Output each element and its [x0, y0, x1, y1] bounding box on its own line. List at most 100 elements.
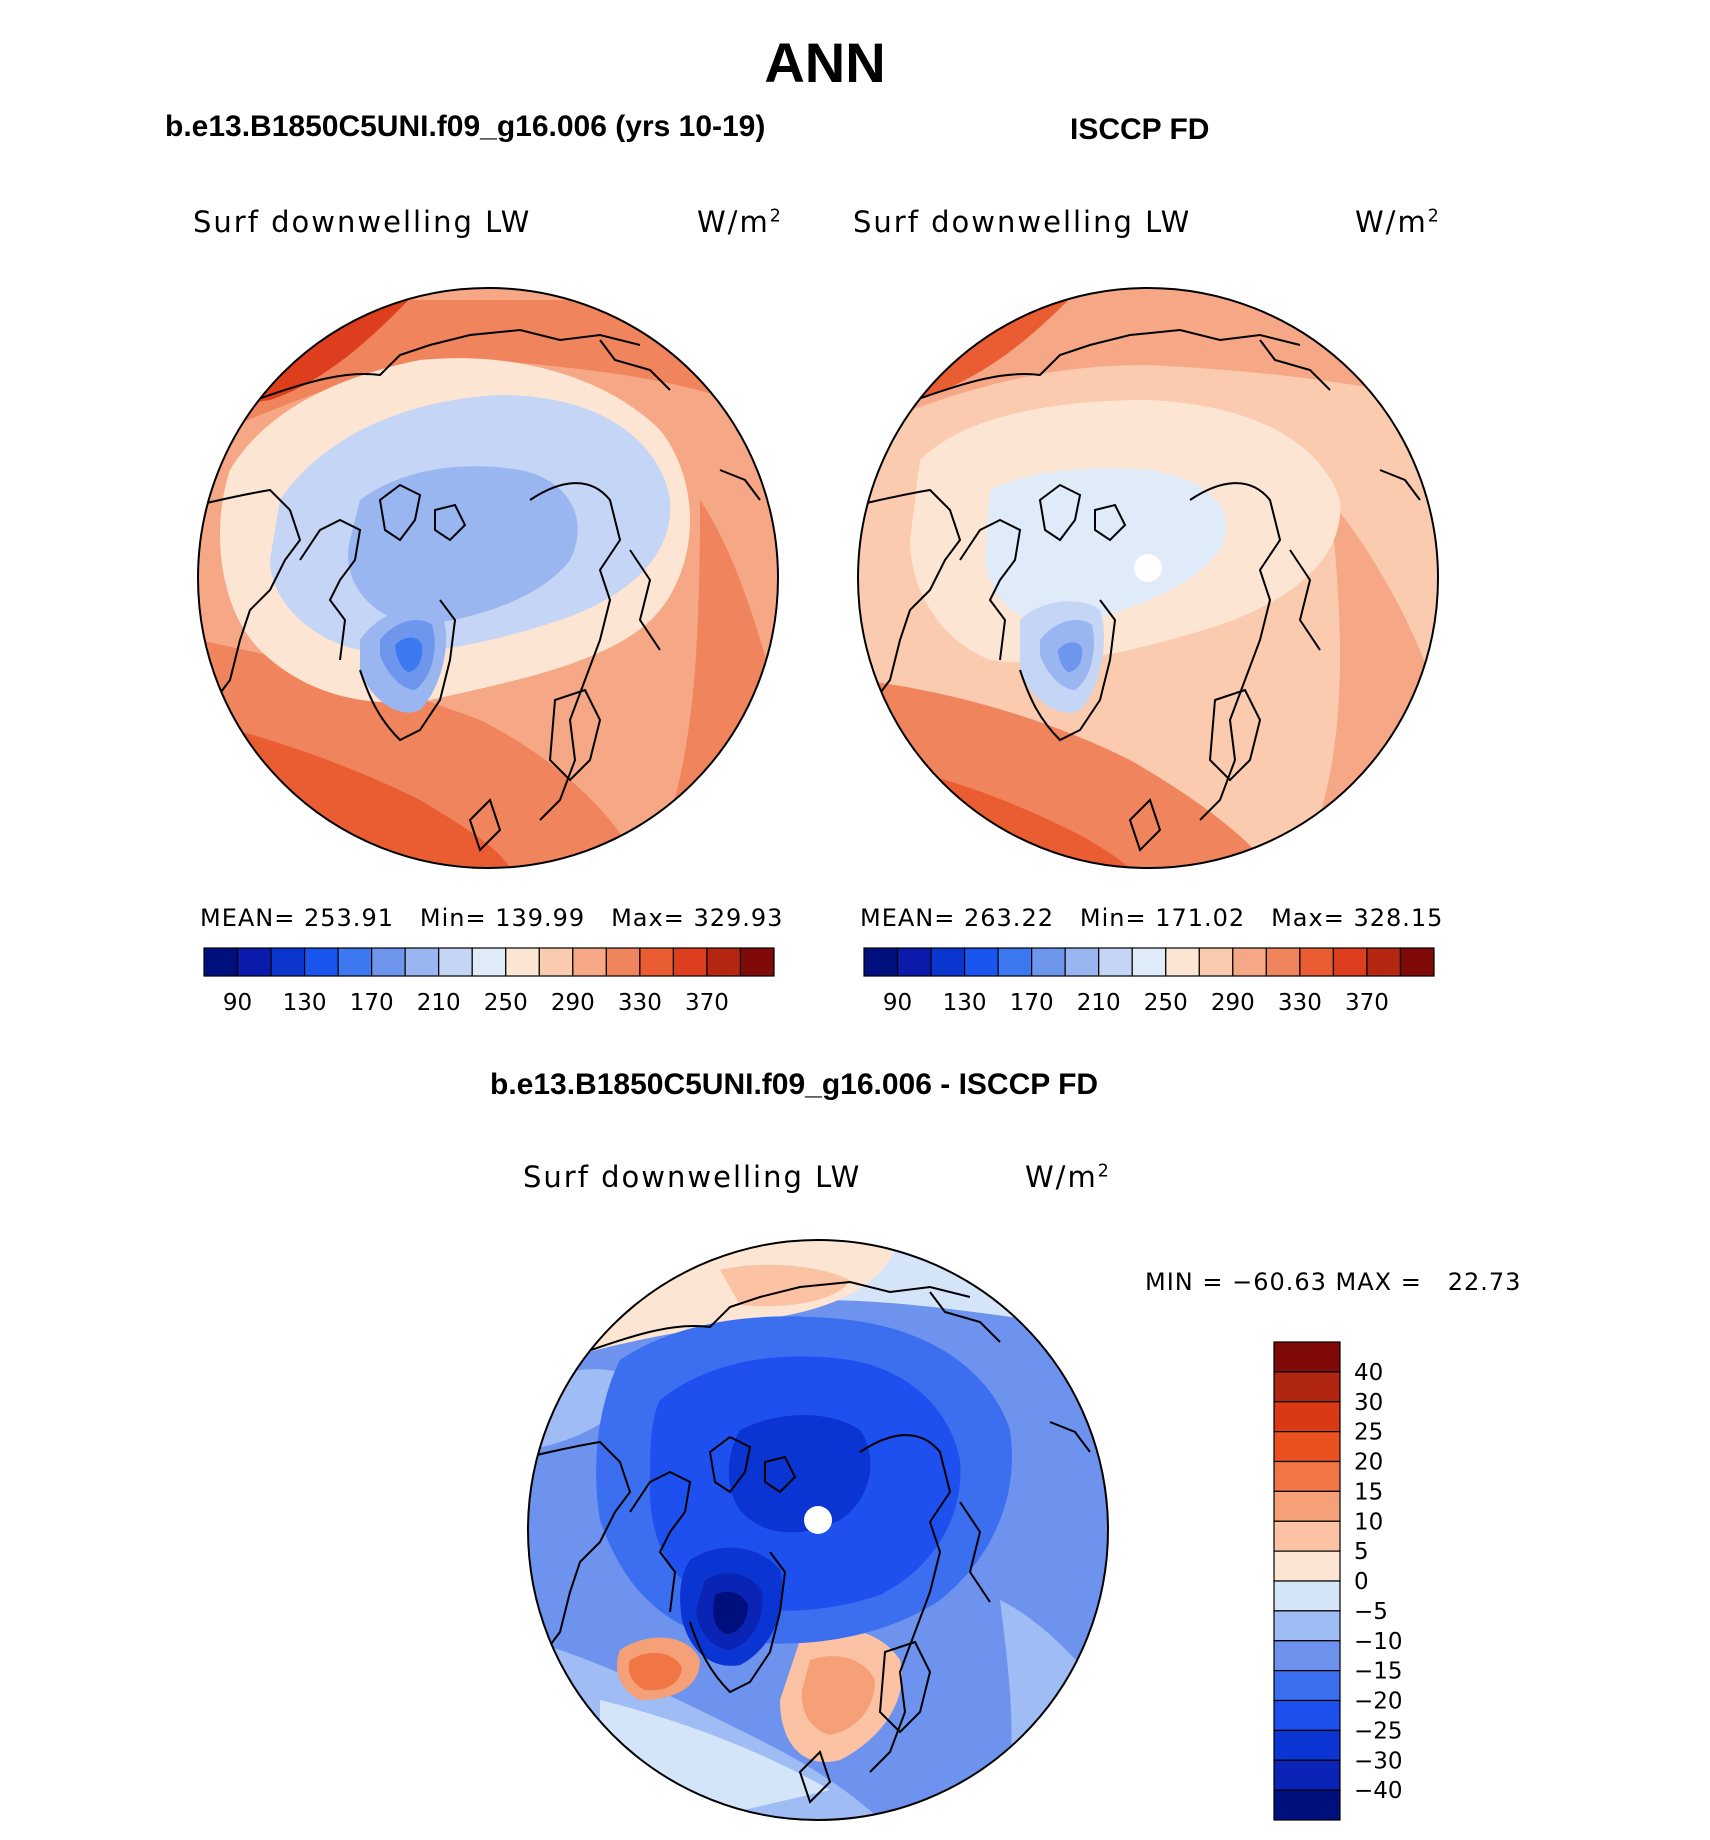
left-colorbar-swatch [471, 947, 507, 977]
left-colorbar-tick-label: 330 [618, 990, 662, 1016]
diff-colorbar-tick-label: 25 [1354, 1420, 1383, 1446]
right-colorbar-swatch [1198, 947, 1234, 977]
right-variable-label: Surf downwelling LW [853, 205, 1192, 239]
diff-colorbar-tick-label: −15 [1354, 1659, 1403, 1685]
diff-colorbar: 40 30 25 20 15 10 5 0 −5 −10 −15 −20 −25 −30 −40 [1273, 1341, 1403, 1821]
right-colorbar-tick-label: 90 [883, 990, 912, 1016]
right-colorbar-tick-label: 290 [1211, 990, 1255, 1016]
diff-map [528, 1240, 1108, 1820]
diff-colorbar-tick-label: −5 [1354, 1599, 1388, 1625]
right-units-label: W/m2 [1355, 205, 1441, 239]
right-colorbar-swatch [963, 947, 999, 977]
diff-colorbar-tick-label: −20 [1354, 1689, 1403, 1715]
left-colorbar-tick-label: 170 [350, 990, 394, 1016]
left-colorbar-swatch [404, 947, 440, 977]
left-colorbar-swatch [337, 947, 373, 977]
left-colorbar-swatch [706, 947, 742, 977]
diff-colorbar-swatch [1273, 1580, 1341, 1612]
right-map-boundary [857, 287, 1439, 869]
left-variable-label: Surf downwelling LW [193, 205, 532, 239]
left-colorbar-swatch [303, 947, 339, 977]
left-colorbar-tick-label: 370 [685, 990, 729, 1016]
left-colorbar: 90 130 170 210 250 290 330 370 [203, 947, 775, 1016]
left-units-label: W/m2 [697, 205, 783, 239]
diff-colorbar-tick-label: −40 [1354, 1778, 1403, 1804]
right-colorbar-swatch [1232, 947, 1267, 977]
right-colorbar-tick-label: 330 [1278, 990, 1322, 1016]
right-colorbar-swatch [1299, 947, 1335, 977]
left-colorbar-swatch [538, 947, 574, 977]
right-colorbar-swatch [1098, 947, 1133, 977]
right-colorbar-swatch [896, 947, 932, 977]
diff-colorbar-swatch [1273, 1460, 1341, 1492]
diff-colorbar-swatch [1273, 1610, 1341, 1642]
left-colorbar-swatch [739, 947, 775, 977]
left-colorbar-swatch [672, 947, 708, 977]
diff-colorbar-swatch [1273, 1520, 1341, 1552]
right-colorbar-tick-label: 130 [943, 990, 987, 1016]
panel-right-title: ISCCP FD [1070, 113, 1210, 146]
diff-colorbar-swatch [1273, 1699, 1341, 1731]
right-colorbar-swatch [930, 947, 966, 977]
diff-colorbar-swatch [1273, 1729, 1341, 1761]
left-colorbar-swatch [639, 947, 675, 977]
panel-left-title: b.e13.B1850C5UNI.f09_g16.006 (yrs 10-19) [165, 110, 766, 143]
diff-colorbar-swatch [1273, 1789, 1341, 1821]
diff-colorbar-swatch [1273, 1759, 1341, 1791]
diff-colorbar-swatch [1273, 1431, 1341, 1463]
left-colorbar-swatch [438, 947, 473, 977]
left-map [198, 288, 778, 868]
diff-colorbar-tick-label: 20 [1354, 1450, 1383, 1476]
diff-colorbar-tick-label: 15 [1354, 1479, 1383, 1505]
diff-colorbar-swatch [1273, 1490, 1341, 1522]
right-colorbar-swatch [1265, 947, 1301, 977]
diff-map-boundary [527, 1239, 1109, 1821]
left-colorbar-swatch [572, 947, 607, 977]
diff-colorbar-swatch [1273, 1341, 1341, 1373]
right-colorbar-tick-label: 370 [1345, 990, 1389, 1016]
left-colorbar-tick-label: 210 [417, 990, 461, 1016]
right-colorbar: 90 130 170 210 250 290 330 370 [863, 947, 1435, 1016]
right-map [858, 288, 1438, 868]
left-map-boundary [197, 287, 779, 869]
left-stats: MEAN= 253.91 Min= 139.99 Max= 329.93 [200, 904, 784, 932]
right-colorbar-swatch [997, 947, 1033, 977]
left-colorbar-tick-label: 90 [223, 990, 252, 1016]
diff-colorbar-tick-label: −10 [1354, 1629, 1403, 1655]
diff-colorbar-tick-label: 10 [1354, 1509, 1383, 1535]
diff-colorbar-tick-label: −25 [1354, 1718, 1403, 1744]
left-colorbar-swatch [605, 947, 641, 977]
left-colorbar-swatch [270, 947, 306, 977]
right-colorbar-swatch [1131, 947, 1167, 977]
left-colorbar-swatch [203, 947, 239, 977]
diff-colorbar-tick-label: 0 [1354, 1569, 1369, 1595]
diff-colorbar-tick-label: 5 [1354, 1539, 1369, 1565]
right-colorbar-swatch [1031, 947, 1066, 977]
diff-variable-label: Surf downwelling LW [523, 1160, 862, 1194]
right-colorbar-swatch [863, 947, 899, 977]
figure-title: ANN [764, 31, 886, 94]
diff-stats: MIN = −60.63 MAX = 22.73 [1145, 1268, 1522, 1296]
diff-colorbar-swatch [1273, 1640, 1341, 1672]
diff-title: b.e13.B1850C5UNI.f09_g16.006 - ISCCP FD [490, 1068, 1099, 1101]
right-colorbar-swatch [1332, 947, 1368, 977]
right-colorbar-tick-label: 170 [1010, 990, 1054, 1016]
left-colorbar-tick-label: 290 [551, 990, 595, 1016]
left-colorbar-swatch [505, 947, 540, 977]
diff-colorbar-swatch [1273, 1550, 1341, 1582]
diff-colorbar-swatch [1273, 1371, 1341, 1403]
diff-colorbar-tick-label: −30 [1354, 1748, 1403, 1774]
right-colorbar-tick-label: 210 [1077, 990, 1121, 1016]
diff-colorbar-tick-label: 30 [1354, 1390, 1383, 1416]
left-colorbar-tick-label: 250 [484, 990, 528, 1016]
right-colorbar-swatch [1366, 947, 1402, 977]
right-colorbar-swatch [1064, 947, 1100, 977]
diff-colorbar-tick-label: 40 [1354, 1360, 1383, 1386]
right-colorbar-swatch [1399, 947, 1435, 977]
diff-units-label: W/m2 [1025, 1160, 1111, 1194]
right-colorbar-swatch [1165, 947, 1200, 977]
left-colorbar-swatch [236, 947, 272, 977]
diff-colorbar-swatch [1273, 1401, 1341, 1433]
left-colorbar-tick-label: 130 [283, 990, 327, 1016]
